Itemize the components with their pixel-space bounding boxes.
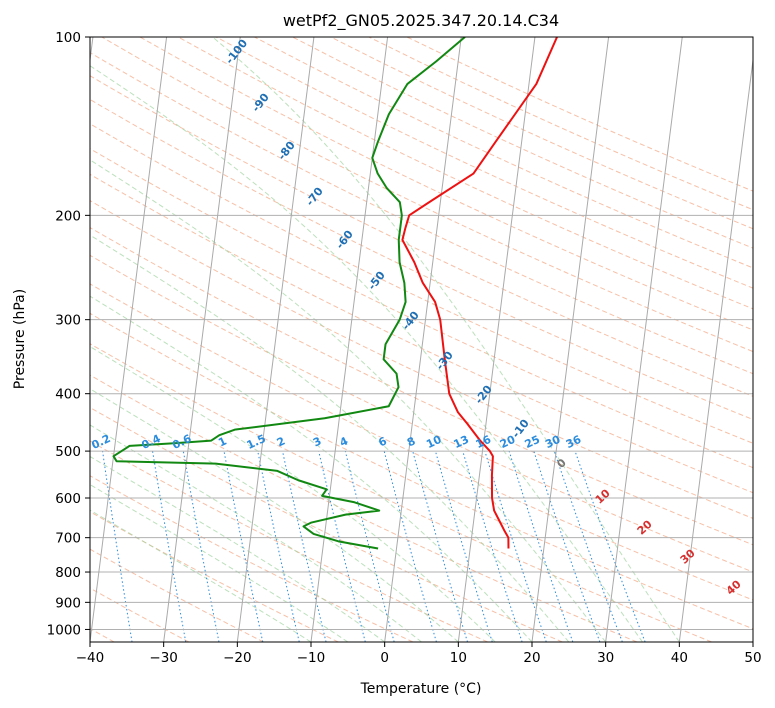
mixing-ratio-line <box>484 450 547 642</box>
y-tick-label: 1000 <box>47 622 81 638</box>
dry-adiabat-line <box>90 148 753 469</box>
moist-adiabat-line <box>90 388 459 642</box>
moist-adiabat-line <box>90 295 533 642</box>
y-tick-label: 400 <box>55 387 81 403</box>
mixing-ratio-label: 16 <box>474 433 494 451</box>
mixing-ratio-label: 36 <box>564 433 584 451</box>
x-tick-label: −40 <box>76 650 105 666</box>
mixing-ratio-line <box>508 450 574 642</box>
isotherm-line <box>457 37 536 642</box>
moist-adiabat-line <box>90 159 607 642</box>
mixing-ratio-line <box>318 450 366 642</box>
y-tick-label: 300 <box>55 313 81 329</box>
y-tick-label: 100 <box>55 30 81 46</box>
mixing-ratio-line <box>412 450 468 642</box>
moist-adiabat-line <box>90 455 385 642</box>
isotherm-line <box>605 37 683 642</box>
x-tick-label: 30 <box>597 650 614 666</box>
mixing-ratio-label: 20 <box>498 433 518 451</box>
isotherm-line <box>384 37 462 642</box>
mixing-ratio-line <box>223 451 264 642</box>
plot-frame <box>89 36 754 643</box>
dry-adiabat-line <box>90 587 190 642</box>
dry-adiabat-line <box>90 548 264 642</box>
x-tick-label: 0 <box>380 650 389 666</box>
isotherm-line <box>678 56 753 642</box>
chart-title: wetPf2_GN05.2025.347.20.14.C34 <box>283 11 559 31</box>
dry-adiabat-line <box>139 37 753 331</box>
dry-adiabat-line <box>216 37 753 289</box>
dry-adiabats <box>90 37 753 642</box>
isotherm-gridlines <box>90 37 753 642</box>
dry-adiabat-line <box>90 440 488 642</box>
isotherm-line <box>236 37 315 642</box>
y-axis-label: Pressure (hPa) <box>12 289 28 389</box>
profile-line <box>112 37 466 550</box>
dry-adiabat-line <box>90 374 638 642</box>
mixing-ratio-label: 25 <box>523 433 542 451</box>
isotherm-line <box>310 37 389 642</box>
profile-series <box>112 37 558 550</box>
moist-adiabat-line <box>90 424 422 642</box>
isotherm-line <box>531 37 610 642</box>
dry-adiabat-line <box>90 312 753 630</box>
mixing-ratio-line <box>574 450 646 642</box>
dry-adiabat-line <box>90 123 753 444</box>
y-tick-label: 800 <box>55 565 81 581</box>
x-tick-label: 10 <box>450 650 467 666</box>
mixing-ratio-line <box>282 450 327 642</box>
mixing-ratio-line <box>257 451 300 642</box>
dry-adiabat-line <box>90 173 753 494</box>
y-tick-label: 700 <box>55 531 81 547</box>
y-tick-label: 200 <box>55 208 81 224</box>
x-tick-label: 20 <box>523 650 540 666</box>
mixing-ratio-line <box>533 450 601 642</box>
dry-adiabat-line <box>90 406 563 642</box>
x-axis-ticks: −40 −30 −20 −10 0 10 20 30 40 50 <box>76 642 762 666</box>
y-tick-label: 900 <box>55 595 81 611</box>
moist-adiabats <box>90 37 680 642</box>
dry-adiabat-line <box>90 226 753 546</box>
moist-adiabat-line <box>90 345 496 642</box>
mixing-ratio-label: 10 <box>424 433 444 451</box>
y-tick-label: 500 <box>55 444 81 460</box>
profile-line <box>401 37 558 549</box>
x-tick-label: 50 <box>744 650 761 666</box>
mixing-ratio-line <box>383 450 437 642</box>
x-tick-label: −10 <box>297 650 326 666</box>
mixing-ratio-line <box>553 450 623 642</box>
moist-adiabat-line <box>212 37 680 642</box>
dry-adiabat-line <box>177 37 753 310</box>
moist-adiabat-line <box>90 234 570 642</box>
x-tick-label: −20 <box>223 650 252 666</box>
isotherm-line <box>163 37 241 642</box>
x-tick-label: −30 <box>149 650 178 666</box>
y-tick-label: 600 <box>55 491 81 507</box>
mixing-ratio-label: 13 <box>452 433 471 451</box>
x-tick-label: 40 <box>671 650 688 666</box>
isotherm-line <box>90 37 168 642</box>
y-axis-ticks: 100 200 300 400 500 600 700 800 900 1000 <box>47 30 90 638</box>
mixing-ratio-line <box>462 450 523 642</box>
moist-adiabat-line <box>90 483 349 642</box>
pressure-gridlines <box>90 37 753 630</box>
mixing-ratio-line <box>434 450 493 642</box>
dry-adiabat-line <box>90 199 753 519</box>
mixing-ratio-label: 30 <box>543 433 563 451</box>
moist-adiabat-line <box>90 65 643 642</box>
x-axis-label: Temperature (°C) <box>360 681 482 697</box>
